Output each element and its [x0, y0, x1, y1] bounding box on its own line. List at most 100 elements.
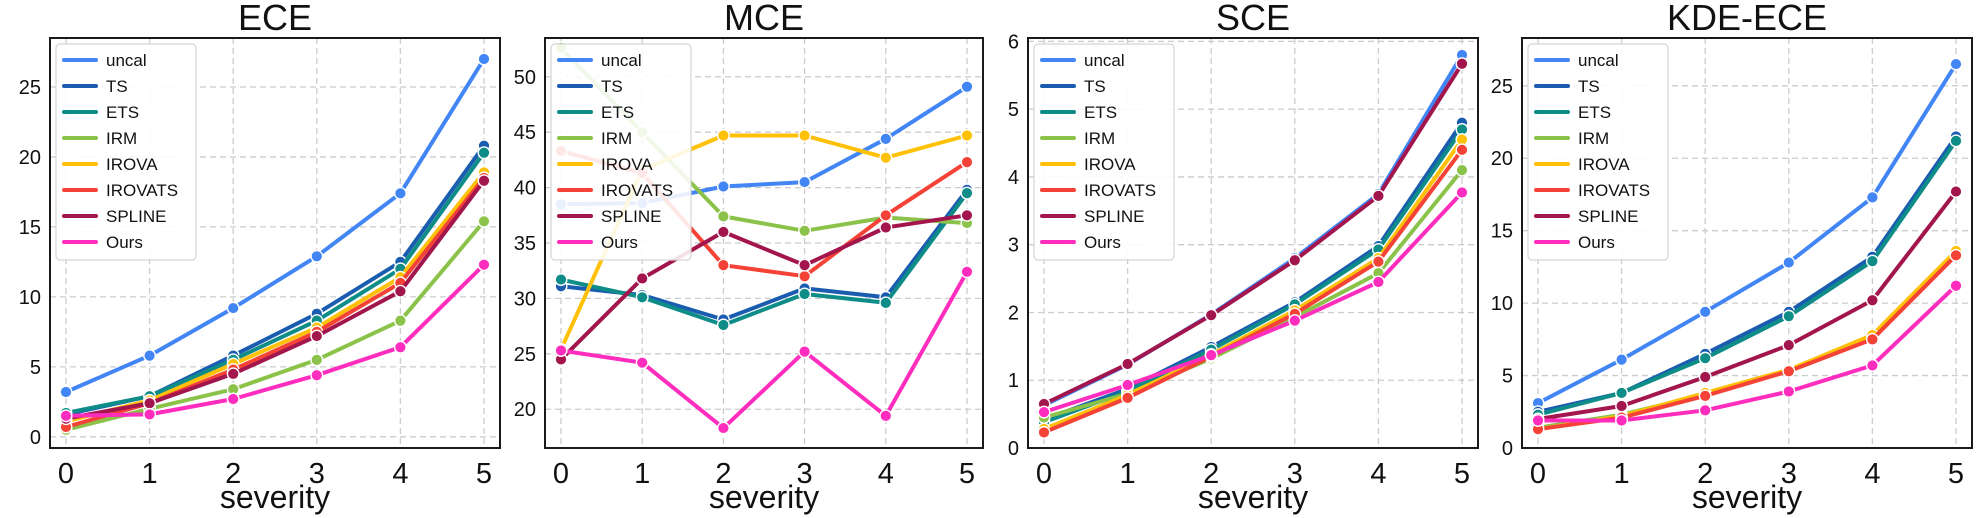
legend-label-ets: ETS	[601, 103, 634, 122]
data-point-spline	[1865, 293, 1879, 307]
data-point-uncal	[226, 301, 240, 315]
data-point-irovats	[960, 155, 974, 169]
legend-label-irovats: IROVATS	[601, 181, 673, 200]
legend-label-irovats: IROVATS	[1084, 181, 1156, 200]
series-line-ours	[64, 262, 486, 418]
data-point-irova	[960, 129, 974, 143]
data-point-ours	[1865, 358, 1879, 372]
legend-label-ts: TS	[1578, 77, 1600, 96]
series-spline	[1037, 57, 1469, 411]
x-tick-label: 5	[1948, 458, 1964, 490]
data-point-spline	[798, 258, 812, 272]
series-spline	[554, 208, 974, 366]
series-line-ours	[1042, 190, 1464, 415]
legend-box	[1033, 43, 1175, 261]
data-point-spline	[1949, 185, 1963, 199]
x-axis-label: severity	[1692, 479, 1802, 515]
chart-panel-sce: 0 1 2 3 4 5 6 0 1 2 3 4 5 severity SCE uncal TS ETS IRM IRO…	[1008, 0, 1479, 515]
data-point-ours	[1782, 384, 1796, 398]
data-point-ours	[310, 368, 324, 382]
data-point-spline	[960, 208, 974, 222]
series-line-ts	[1042, 120, 1464, 422]
legend-label-irova: IROVA	[1084, 155, 1136, 174]
series-uncal	[59, 52, 491, 399]
data-point-spline	[1371, 189, 1385, 203]
data-point-spline	[1204, 308, 1218, 322]
data-point-ets	[477, 146, 491, 160]
x-tick-label: 3	[1781, 458, 1797, 490]
x-tick-label: 1	[1614, 458, 1630, 490]
y-tick-label: 6	[1008, 31, 1019, 53]
data-point-uncal	[1698, 305, 1712, 319]
legend: uncal TS ETS IRM IROVA IROVATS SPLINE Ours	[1033, 43, 1175, 261]
x-tick-label: 2	[715, 458, 731, 490]
data-point-ets	[716, 318, 730, 332]
data-point-ours	[1371, 275, 1385, 289]
legend-label-spline: SPLINE	[1084, 207, 1144, 226]
y-tick-label: 20	[1491, 148, 1513, 170]
data-point-ets	[554, 273, 568, 287]
y-tick-label: 5	[1502, 366, 1513, 388]
data-point-ours	[477, 258, 491, 272]
legend-label-ets: ETS	[106, 103, 139, 122]
y-tick-label: 40	[514, 178, 536, 200]
data-point-ours	[226, 392, 240, 406]
series-ours	[1531, 279, 1963, 427]
data-point-spline	[1288, 253, 1302, 267]
data-point-ours	[1204, 348, 1218, 362]
series-line-ets	[64, 150, 486, 415]
y-tick-label: 20	[514, 399, 536, 421]
series-line-ours	[559, 269, 969, 431]
data-point-ours	[798, 345, 812, 359]
y-tick-label: 25	[19, 77, 41, 99]
legend-label-uncal: uncal	[1084, 51, 1125, 70]
chart-title: KDE-ECE	[1667, 0, 1827, 38]
data-point-ours	[1121, 378, 1135, 392]
legend-label-ts: TS	[1084, 77, 1106, 96]
data-point-uncal	[960, 80, 974, 94]
plot-frame	[1027, 37, 1479, 449]
chart-panel-ece: 0 5 10 15 20 25 0 1 2 3 4 5 severity ECE uncal TS ETS IRM…	[19, 0, 501, 515]
data-point-irova	[716, 129, 730, 143]
y-tick-label: 15	[1491, 221, 1513, 243]
series-line-spline	[559, 213, 969, 362]
y-tick-label: 5	[1008, 99, 1019, 121]
legend-label-irova: IROVA	[106, 155, 158, 174]
series-spline	[59, 174, 491, 426]
data-point-spline	[393, 284, 407, 298]
y-tick-label: 20	[19, 147, 41, 169]
legend: uncal TS ETS IRM IROVA IROVATS SPLINE Ours	[55, 43, 197, 261]
x-tick-label: 4	[1370, 458, 1386, 490]
data-point-irovats	[1037, 425, 1051, 439]
legend-label-irovats: IROVATS	[1578, 181, 1650, 200]
data-point-ets	[1698, 351, 1712, 365]
data-point-irm	[310, 353, 324, 367]
legend-label-irm: IRM	[1578, 129, 1609, 148]
data-point-spline	[310, 329, 324, 343]
legend-box	[55, 43, 197, 261]
data-point-irovats	[1455, 143, 1469, 157]
data-point-spline	[1782, 338, 1796, 352]
x-tick-label: 3	[309, 458, 325, 490]
y-tick-label: 45	[514, 122, 536, 144]
legend-label-irova: IROVA	[1578, 155, 1630, 174]
data-point-ours	[635, 356, 649, 370]
data-point-ets	[798, 287, 812, 301]
series-line-uncal	[1536, 62, 1958, 406]
x-tick-label: 3	[797, 458, 813, 490]
y-tick-label: 0	[1008, 438, 1019, 460]
data-point-ours	[393, 340, 407, 354]
data-point-uncal	[143, 349, 157, 363]
plot-frame	[49, 37, 501, 449]
data-point-ours	[143, 407, 157, 421]
data-point-irovats	[1782, 364, 1796, 378]
data-point-spline	[635, 271, 649, 285]
data-point-uncal	[879, 132, 893, 146]
data-point-irovats	[1949, 248, 1963, 262]
x-tick-label: 1	[634, 458, 650, 490]
plot-frame	[1521, 37, 1973, 449]
data-point-ours	[1615, 413, 1629, 427]
x-tick-label: 4	[878, 458, 894, 490]
data-point-ours	[879, 409, 893, 423]
